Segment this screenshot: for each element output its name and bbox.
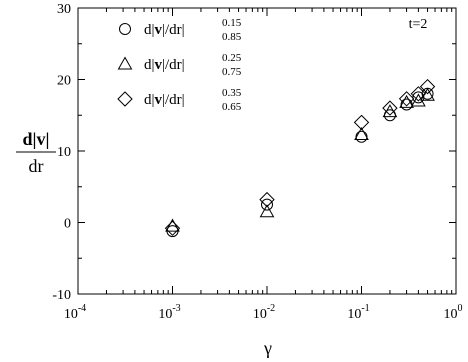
x-tick-label: 10-1 <box>347 303 369 322</box>
triangle-point <box>399 94 414 108</box>
triangle-point <box>382 104 398 118</box>
circle-point <box>355 130 368 143</box>
legend-superscript: 0.25 <box>222 52 242 64</box>
legend-subscript: 0.85 <box>222 31 242 43</box>
y-axis-label: d|v| dr <box>16 129 56 176</box>
legend-superscript: 0.15 <box>222 17 242 29</box>
y-tick-label: 20 <box>57 74 71 89</box>
legend-entry: d|v|/dr| <box>144 57 185 73</box>
x-axis-ticks: 10-4 10-3 10-2 10-1 100 <box>64 8 463 322</box>
y-tick-label: 0 <box>64 217 71 232</box>
plot-frame <box>77 7 457 295</box>
diamond-point <box>353 114 370 131</box>
legend-subscript: 0.75 <box>222 66 242 78</box>
x-tick-label: 100 <box>444 303 463 322</box>
y-tick-label: -10 <box>52 288 71 303</box>
diamond-point <box>419 78 436 95</box>
triangle-point <box>354 127 369 141</box>
y-axis-ticks: -10 0 10 20 30 <box>52 2 456 303</box>
y-tick-label: 10 <box>57 145 71 160</box>
circle-point <box>261 198 273 211</box>
legend-entry: d|v|/dr| <box>144 92 185 108</box>
diamond-point <box>259 191 275 208</box>
diamond-point <box>382 100 398 116</box>
legend: d|v|/dr| 0.15 0.85 d|v|/dr| 0.25 0.75 d|v|/dr|… <box>117 17 242 113</box>
x-tick-label: 10-2 <box>253 303 275 322</box>
diamond-point <box>164 220 181 236</box>
y-axis-label-denominator: dr <box>29 156 44 176</box>
plot-area <box>77 7 457 295</box>
diamond-point <box>410 86 427 102</box>
legend-superscript: 0.35 <box>222 87 242 99</box>
data-markers <box>164 78 436 238</box>
triangle-point <box>259 204 275 218</box>
circle-point <box>400 98 413 111</box>
legend-subscript: 0.65 <box>222 101 242 113</box>
legend-triangle-icon <box>117 56 133 70</box>
diamond-point <box>398 91 415 107</box>
legend-circle-icon <box>119 23 131 35</box>
x-tick-label: 10-3 <box>158 303 180 322</box>
triangle-point <box>165 218 180 232</box>
x-tick-label: 10-4 <box>64 303 86 322</box>
legend-entry: d|v|/dr| <box>144 22 185 38</box>
y-tick-label: 30 <box>57 2 71 17</box>
legend-diamond-icon <box>117 91 133 107</box>
x-axis-label: γ <box>263 338 272 358</box>
y-axis-label-numerator: d|v| <box>23 129 50 149</box>
time-annotation: t=2 <box>409 17 428 32</box>
